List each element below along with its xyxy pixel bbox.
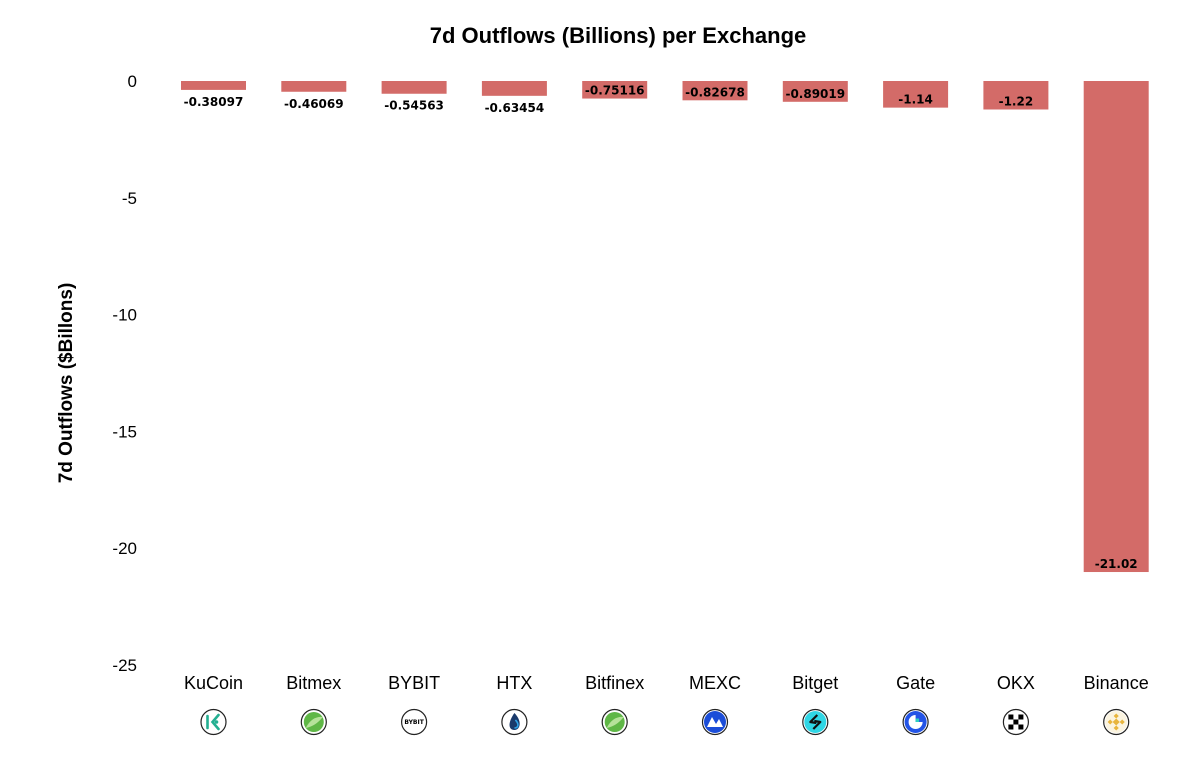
svg-text:BYBIT: BYBIT <box>404 719 424 726</box>
data-label-kucoin: -0.38097 <box>184 95 244 109</box>
bar-bitmex <box>281 81 347 92</box>
x-tick-label: MEXC <box>689 673 741 693</box>
x-tick-label: Gate <box>896 673 935 693</box>
okx-logo-icon <box>1002 708 1030 736</box>
gate-logo-icon <box>902 708 929 736</box>
y-tick-label: -10 <box>112 306 137 325</box>
data-label-bitmex: -0.46069 <box>284 97 344 111</box>
x-tick-label: Bitfinex <box>585 673 644 693</box>
bar-htx <box>481 81 547 96</box>
chart-title: 7d Outflows (Billions) per Exchange <box>430 23 807 48</box>
mexc-logo-icon <box>701 708 729 736</box>
bitmex-logo-icon <box>300 708 327 736</box>
bars <box>181 81 1149 573</box>
bar-bitfinex <box>582 81 648 99</box>
bar-kucoin <box>181 81 246 90</box>
bitget-logo-icon <box>802 708 829 736</box>
data-labels: -0.38097 -0.46069 -0.54563 -0.63454 -0.75116… <box>184 84 1138 571</box>
y-tick-label: 0 <box>128 72 137 91</box>
data-label-bybit: -0.54563 <box>384 99 444 113</box>
x-tick-label: BYBIT <box>388 673 440 693</box>
data-label-gate: -1.14 <box>898 93 933 107</box>
binance-logo-icon <box>1103 708 1130 736</box>
y-axis-ticks: 0 -5 -10 -15 -20 -25 <box>112 72 137 675</box>
data-label-mexc: -0.82678 <box>685 85 745 99</box>
x-tick-label: Bitmex <box>286 673 341 693</box>
x-tick-label: HTX <box>496 673 532 693</box>
exchange-logos: BYBIT <box>200 708 1130 736</box>
data-label-bitget: -0.89019 <box>785 87 845 101</box>
x-tick-label: OKX <box>997 673 1035 693</box>
y-tick-label: -15 <box>112 422 137 441</box>
bar-bybit <box>381 81 447 94</box>
y-tick-label: -20 <box>112 539 137 558</box>
data-label-okx: -1.22 <box>999 94 1034 108</box>
bar-okx <box>983 81 1049 110</box>
bar-mexc <box>682 81 748 101</box>
bar-bitget <box>782 81 848 102</box>
data-label-htx: -0.63454 <box>485 101 545 115</box>
y-tick-label: -5 <box>122 189 137 208</box>
kucoin-logo-icon <box>200 708 227 736</box>
x-axis-ticks: KuCoin Bitmex BYBIT HTX Bitfinex MEXC Bitget Ga… <box>184 673 1149 693</box>
htx-logo-icon <box>501 708 528 736</box>
bybit-logo-icon: BYBIT <box>401 708 428 736</box>
data-label-bitfinex: -0.75116 <box>585 84 645 98</box>
bar-binance <box>1083 81 1149 573</box>
bitfinex-logo-icon <box>601 708 628 736</box>
data-label-binance: -21.02 <box>1095 557 1138 571</box>
x-tick-label: Binance <box>1084 673 1149 693</box>
y-axis-label: 7d Outflows ($Billons) <box>56 283 77 484</box>
y-tick-label: -25 <box>112 656 137 675</box>
x-tick-label: Bitget <box>792 673 838 693</box>
bar-gate <box>883 81 949 108</box>
x-tick-label: KuCoin <box>184 673 243 693</box>
